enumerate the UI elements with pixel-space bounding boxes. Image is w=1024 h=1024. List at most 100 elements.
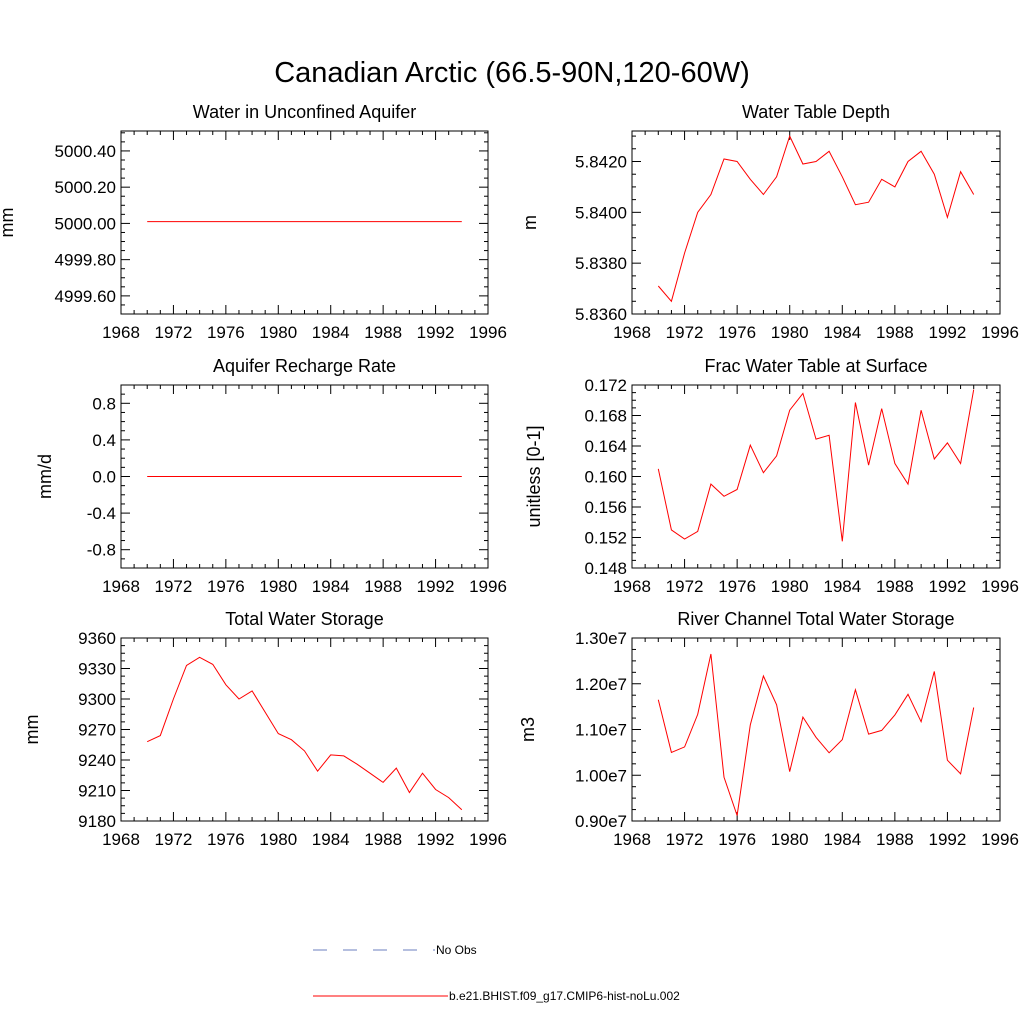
x-tick-label: 1972 <box>155 323 193 342</box>
y-axis-label: mm/d <box>35 454 55 499</box>
panel-5: 1968 1972 1976 1980 1984 1988 1992 1996 9180 9210… <box>22 609 507 849</box>
x-tick-label: 1992 <box>417 577 455 596</box>
x-tick-label: 1992 <box>417 830 455 849</box>
x-tick-label: 1984 <box>823 577 861 596</box>
y-tick-label: 4999.80 <box>55 251 116 270</box>
y-tick-label: 9270 <box>78 721 116 740</box>
x-tick-label: 1992 <box>417 323 455 342</box>
y-tick-label: 9240 <box>78 751 116 770</box>
y-tick-label: 5000.20 <box>55 178 116 197</box>
series-line <box>657 653 975 816</box>
plot-frame <box>631 637 1001 822</box>
y-tick-label: 0.152 <box>584 529 627 548</box>
x-tick-label: 1980 <box>259 830 297 849</box>
x-tick-label: 1976 <box>718 830 756 849</box>
x-tick-label: 1976 <box>718 323 756 342</box>
plot-frame <box>120 637 489 822</box>
legend: No Obs b.e21.BHIST.f09_g17.CMIP6-hist-no… <box>313 943 680 1003</box>
y-tick-label: 5000.00 <box>55 214 116 233</box>
x-tick-label: 1968 <box>102 830 140 849</box>
series-line <box>146 656 463 811</box>
y-axis-label: m <box>520 215 540 230</box>
y-tick-label: 0.90e7 <box>575 812 627 831</box>
x-tick-label: 1968 <box>613 577 651 596</box>
x-tick-label: 1972 <box>155 830 193 849</box>
x-tick-label: 1988 <box>876 577 914 596</box>
y-tick-label: 9360 <box>78 629 116 648</box>
x-tick-label: 1980 <box>259 577 297 596</box>
plot-frame <box>631 130 1001 315</box>
panel-title: Water in Unconfined Aquifer <box>193 102 416 122</box>
x-tick-label: 1984 <box>312 577 350 596</box>
y-tick-label: -0.8 <box>87 541 116 560</box>
x-tick-label: 1988 <box>876 323 914 342</box>
x-tick-label: 1996 <box>469 323 507 342</box>
panel-2: 1968 1972 1976 1980 1984 1988 1992 1996 5.8360 5.… <box>520 102 1019 342</box>
y-axis-label: mm <box>0 208 17 238</box>
x-tick-label: 1968 <box>613 323 651 342</box>
y-tick-label: 1.00e7 <box>575 766 627 785</box>
x-tick-label: 1996 <box>981 323 1019 342</box>
x-tick-label: 1980 <box>259 323 297 342</box>
y-tick-label: 0.0 <box>92 468 116 487</box>
plot-frame <box>631 384 1001 569</box>
legend-obs-label: No Obs <box>436 943 477 957</box>
y-tick-label: 0.172 <box>584 376 627 395</box>
y-tick-label: 0.164 <box>584 437 627 456</box>
y-tick-label: 5.8360 <box>575 305 627 324</box>
x-tick-label: 1972 <box>666 577 704 596</box>
x-tick-label: 1976 <box>207 577 245 596</box>
y-tick-label: 5.8420 <box>575 153 627 172</box>
y-tick-label: 9210 <box>78 782 116 801</box>
x-tick-label: 1972 <box>155 577 193 596</box>
series-line <box>657 134 975 303</box>
panel-3: 1968 1972 1976 1980 1984 1988 1992 1996 -0.8 -0.4… <box>35 356 507 596</box>
y-tick-label: 9300 <box>78 690 116 709</box>
panel-6: 1968 1972 1976 1980 1984 1988 1992 1996 0.90e7 1.… <box>518 609 1019 849</box>
x-tick-label: 1980 <box>771 323 809 342</box>
x-tick-label: 1968 <box>102 577 140 596</box>
x-tick-label: 1988 <box>364 830 402 849</box>
x-tick-label: 1996 <box>981 577 1019 596</box>
panel-title: Frac Water Table at Surface <box>704 356 927 376</box>
panel-title: Water Table Depth <box>742 102 890 122</box>
x-tick-label: 1992 <box>929 830 967 849</box>
y-tick-label: 1.30e7 <box>575 629 627 648</box>
y-tick-label: -0.4 <box>87 504 116 523</box>
y-tick-label: 5.8380 <box>575 254 627 273</box>
panel-4: 1968 1972 1976 1980 1984 1988 1992 1996 0.148 0.1… <box>524 356 1019 596</box>
x-tick-label: 1996 <box>981 830 1019 849</box>
y-tick-label: 0.4 <box>92 431 116 450</box>
x-tick-label: 1972 <box>666 323 704 342</box>
y-axis-label: unitless [0-1] <box>524 425 544 527</box>
x-tick-label: 1996 <box>469 577 507 596</box>
x-tick-label: 1980 <box>771 830 809 849</box>
panels: 1968 1972 1976 1980 1984 1988 1992 1996 4999.60 4… <box>0 102 1019 849</box>
x-tick-label: 1984 <box>312 830 350 849</box>
y-tick-label: 0.156 <box>584 498 627 517</box>
legend-model-label: b.e21.BHIST.f09_g17.CMIP6-hist-noLu.002 <box>449 989 680 1003</box>
x-tick-label: 1980 <box>771 577 809 596</box>
y-tick-label: 0.160 <box>584 468 627 487</box>
panel-title: River Channel Total Water Storage <box>677 609 954 629</box>
y-tick-label: 9180 <box>78 812 116 831</box>
y-tick-label: 5.8400 <box>575 203 627 222</box>
y-axis-label: m3 <box>518 717 538 742</box>
x-tick-label: 1988 <box>364 577 402 596</box>
y-tick-label: 5000.40 <box>55 142 116 161</box>
x-tick-label: 1968 <box>102 323 140 342</box>
x-tick-label: 1976 <box>718 577 756 596</box>
x-tick-label: 1992 <box>929 323 967 342</box>
x-tick-label: 1984 <box>823 830 861 849</box>
series-line <box>657 389 975 542</box>
y-tick-label: 0.8 <box>92 394 116 413</box>
y-tick-label: 1.20e7 <box>575 675 627 694</box>
panel-title: Aquifer Recharge Rate <box>213 356 396 376</box>
x-tick-label: 1984 <box>823 323 861 342</box>
x-tick-label: 1972 <box>666 830 704 849</box>
y-tick-label: 1.10e7 <box>575 721 627 740</box>
y-tick-label: 4999.60 <box>55 287 116 306</box>
x-tick-label: 1988 <box>876 830 914 849</box>
x-tick-label: 1968 <box>613 830 651 849</box>
